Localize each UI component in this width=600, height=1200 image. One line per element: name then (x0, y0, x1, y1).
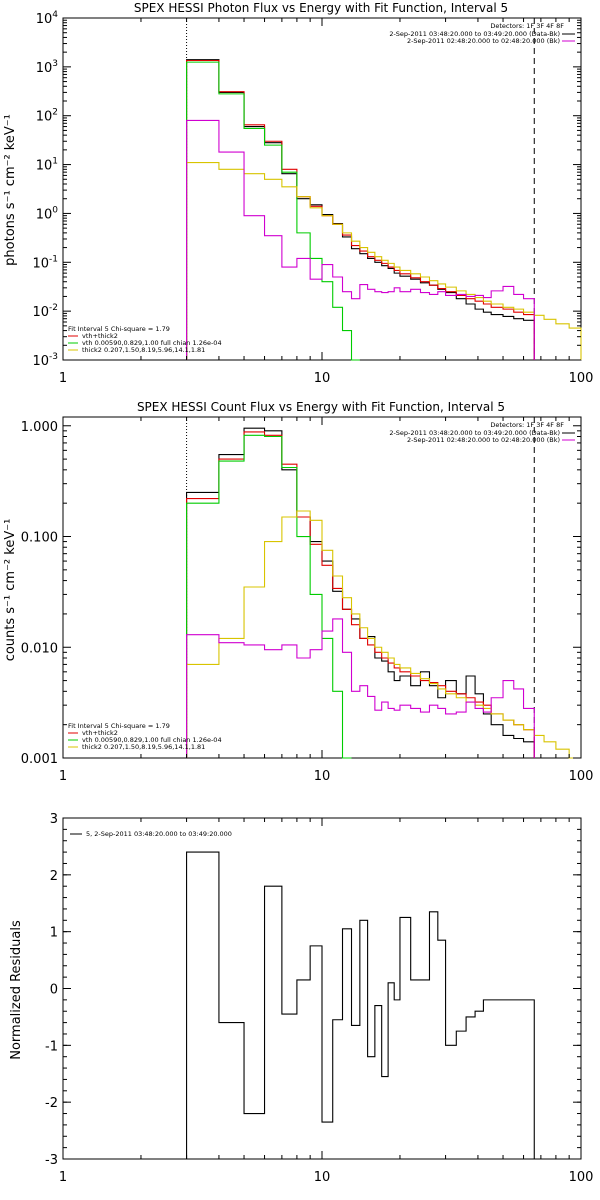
legend-detectors: Detectors: 1F 3F 4F 8F (490, 22, 564, 30)
photon-flux-panel: SPEX HESSI Photon Flux vs Energy with Fi… (3, 1, 593, 386)
residuals-legend-label: 5, 2-Sep-2011 03:48:20.000 to 03:49:20.0… (86, 830, 232, 838)
series-data-bk-line (186, 59, 535, 360)
y-tick-label: 102 (36, 108, 58, 125)
fit-thick2-label: thick2 0.207,1.50,8.19,5.96,14.1,1.81 (82, 346, 205, 354)
y-tick-label: -1 (45, 1039, 58, 1054)
y-tick-label: 104 (36, 10, 59, 27)
y-tick-label: 100 (36, 205, 59, 222)
count-flux-series (186, 417, 581, 759)
series-vth-line (186, 434, 352, 759)
fit-chi-square: Fit Interval 5 Chi-square = 1.79 (68, 722, 170, 730)
photon-flux-ylabel: photons s⁻¹ cm⁻² keV⁻¹ (3, 114, 18, 266)
series-vth-line (186, 61, 360, 361)
residuals-legend: 5, 2-Sep-2011 03:48:20.000 to 03:49:20.0… (70, 830, 232, 838)
x-tick-label: 10 (314, 769, 331, 784)
y-tick-label: 0.100 (21, 531, 58, 546)
y-tick-label: 1.000 (21, 420, 58, 435)
count-flux-title: SPEX HESSI Count Flux vs Energy with Fit… (137, 400, 505, 414)
series-data-line (186, 851, 535, 1159)
series-bk-line (186, 618, 535, 758)
count-flux-ylabel: counts s⁻¹ cm⁻² keV⁻¹ (3, 519, 18, 662)
series-vth-thick2-line (186, 431, 535, 758)
fit-chi-square: Fit Interval 5 Chi-square = 1.79 (68, 325, 170, 333)
x-tick-label: 1 (59, 371, 67, 386)
legend-data-bk: 2-Sep-2011 03:48:20.000 to 03:49:20.000 … (389, 429, 560, 437)
photon-flux-legend: Detectors: 1F 3F 4F 8F 2-Sep-2011 03:48:… (389, 22, 575, 45)
series-thick2-line (186, 510, 581, 759)
x-tick-label: 1 (59, 1170, 67, 1185)
x-tick-label: 100 (569, 371, 594, 386)
x-tick-label: 100 (569, 769, 594, 784)
count-flux-panel: SPEX HESSI Count Flux vs Energy with Fit… (3, 400, 593, 784)
series-bk-line (186, 119, 535, 360)
legend-detectors: Detectors: 1F 3F 4F 8F (490, 421, 564, 429)
residuals-series (186, 851, 535, 1159)
y-tick-label: 0.010 (21, 641, 58, 656)
residuals-ticks: 1 10 100 -3 -2 -1 0 1 2 3 (45, 812, 593, 1185)
y-tick-label: 1 (50, 926, 58, 941)
photon-flux-fit-legend: Fit Interval 5 Chi-square = 1.79 vth+thi… (68, 325, 222, 354)
count-flux-legend: Detectors: 1F 3F 4F 8F 2-Sep-2011 03:48:… (389, 421, 575, 444)
count-flux-ticks: 1 10 100 0.001 0.010 0.100 1.000 (21, 417, 594, 784)
x-tick-label: 100 (569, 1170, 594, 1185)
x-tick-label: 10 (314, 371, 331, 386)
y-tick-label: 101 (36, 157, 58, 174)
legend-data-bk: 2-Sep-2011 03:48:20.000 to 03:49:20.000 … (389, 30, 560, 38)
legend-bk: 2-Sep-2011 02:48:20.000 to 02:48:20.000 … (407, 37, 560, 45)
y-tick-label: 10-1 (32, 254, 58, 271)
residuals-ylabel: Normalized Residuals (9, 920, 24, 1060)
fit-total-label: vth+thick2 (82, 729, 118, 737)
y-tick-label: 0.001 (21, 752, 58, 767)
legend-bk: 2-Sep-2011 02:48:20.000 to 02:48:20.000 … (407, 436, 560, 444)
series-thick2-line (186, 161, 582, 360)
y-tick-label: 103 (36, 59, 58, 76)
x-tick-label: 10 (314, 1170, 331, 1185)
x-tick-label: 1 (59, 769, 67, 784)
y-tick-label: 10-2 (32, 303, 58, 320)
y-tick-label: 2 (50, 869, 58, 884)
y-tick-label: 0 (50, 983, 58, 998)
count-flux-fit-legend: Fit Interval 5 Chi-square = 1.79 vth+thi… (68, 722, 222, 751)
fit-thick2-label: thick2 0.207,1.50,8.19,5.96,14.1,1.81 (82, 743, 205, 751)
y-tick-label: -2 (45, 1096, 58, 1111)
fit-vth-label: vth 0.00590,0.829,1.00 full chian 1.26e-… (82, 736, 222, 744)
count-flux-plot-frame (62, 416, 582, 759)
photon-flux-series (186, 18, 582, 361)
y-tick-label: 3 (50, 812, 58, 827)
y-tick-label: -3 (45, 1153, 58, 1168)
residuals-panel: Normalized Residuals 1 10 100 -3 -2 -1 0 1 2 3 5,… (9, 812, 593, 1185)
fit-vth-label: vth 0.00590,0.829,1.00 full chian 1.26e-… (82, 339, 222, 347)
photon-flux-title: SPEX HESSI Photon Flux vs Energy with Fi… (134, 1, 508, 15)
y-tick-label: 10-3 (32, 352, 58, 369)
series-vth-thick2-line (186, 59, 535, 360)
fit-total-label: vth+thick2 (82, 332, 118, 340)
